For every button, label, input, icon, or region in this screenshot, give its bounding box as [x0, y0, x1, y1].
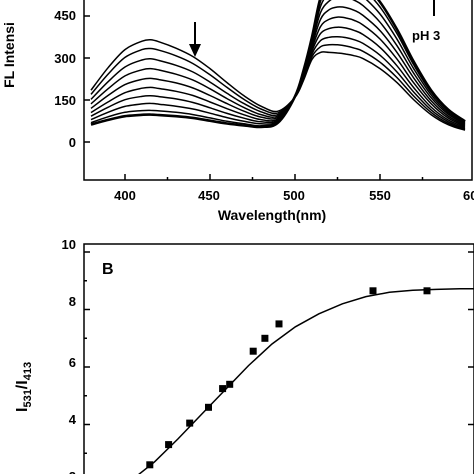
panel-b-y-tick: 8	[69, 294, 76, 309]
panel-a-series-line	[90, 0, 466, 125]
panel-a-y-tick: 0	[69, 135, 76, 150]
panel-a-x-tick: 600	[463, 188, 474, 203]
panel-a-y-tick: 450	[54, 8, 76, 23]
panel-a-x-tick: 500	[283, 188, 305, 203]
panel-b-y-tick: 10	[62, 237, 76, 252]
panel-a-series-line	[90, 0, 466, 129]
panel-b-y-tick: 6	[69, 355, 76, 370]
panel-b-y-label-slash: /I	[14, 380, 31, 389]
panel-b-points	[146, 287, 431, 469]
panel-a-x-axis-label: Wavelength(nm)	[218, 207, 326, 223]
panel-b-data-point	[423, 287, 431, 295]
panel-b-data-point	[219, 385, 227, 393]
panel-b-y-label-sub1: 531	[22, 389, 34, 407]
panel-a-x-tick: 450	[198, 188, 220, 203]
panel-a-axis-ticks	[84, 15, 424, 180]
panel-a-series-line	[90, 0, 466, 127]
panel-a-y-tick: 150	[54, 93, 76, 108]
panel-b-chart: B 10 8 6 4 2 I531/I413	[14, 237, 474, 474]
panel-b-y-label-i: I	[14, 408, 31, 412]
panel-b-frame	[83, 243, 474, 474]
panel-a-y-tick: 300	[54, 51, 76, 66]
panel-b-data-point	[261, 334, 269, 342]
panel-b-data-point	[369, 287, 377, 295]
panel-a-frame	[83, 0, 473, 181]
panel-b-y-axis-label: I531/I413	[14, 362, 34, 412]
panel-b-data-point	[146, 461, 154, 469]
panel-a-chart: FL Intensi pH 3 450 300 150 0 400 450 50…	[1, 0, 474, 223]
panel-a-y-axis-label: FL Intensi	[1, 22, 17, 88]
panel-b-data-point	[226, 380, 234, 388]
panel-b-data-point	[186, 419, 194, 427]
panel-b-data-point	[165, 441, 173, 449]
panel-b-data-point	[205, 403, 212, 411]
panel-a-arrow-head	[189, 44, 201, 57]
panel-b-y-tick: 2	[69, 469, 76, 474]
panel-b-data-point	[249, 347, 257, 355]
panel-b-axis-ticks	[84, 251, 474, 454]
panel-a-x-tick: 400	[114, 188, 136, 203]
panel-a-x-tick: 550	[369, 188, 391, 203]
panel-a-ph-label: pH 3	[412, 28, 440, 43]
panel-b-y-tick: 4	[69, 412, 77, 427]
panel-b-data-point	[275, 320, 283, 328]
svg-text:I531/I413: I531/I413	[14, 362, 34, 412]
panel-a-series-line	[90, 0, 466, 125]
panel-b-y-label-sub2: 413	[22, 362, 34, 380]
panel-a-curves	[90, 0, 466, 131]
panel-b-fit-curve	[138, 288, 474, 474]
panel-b-label: B	[102, 261, 114, 278]
